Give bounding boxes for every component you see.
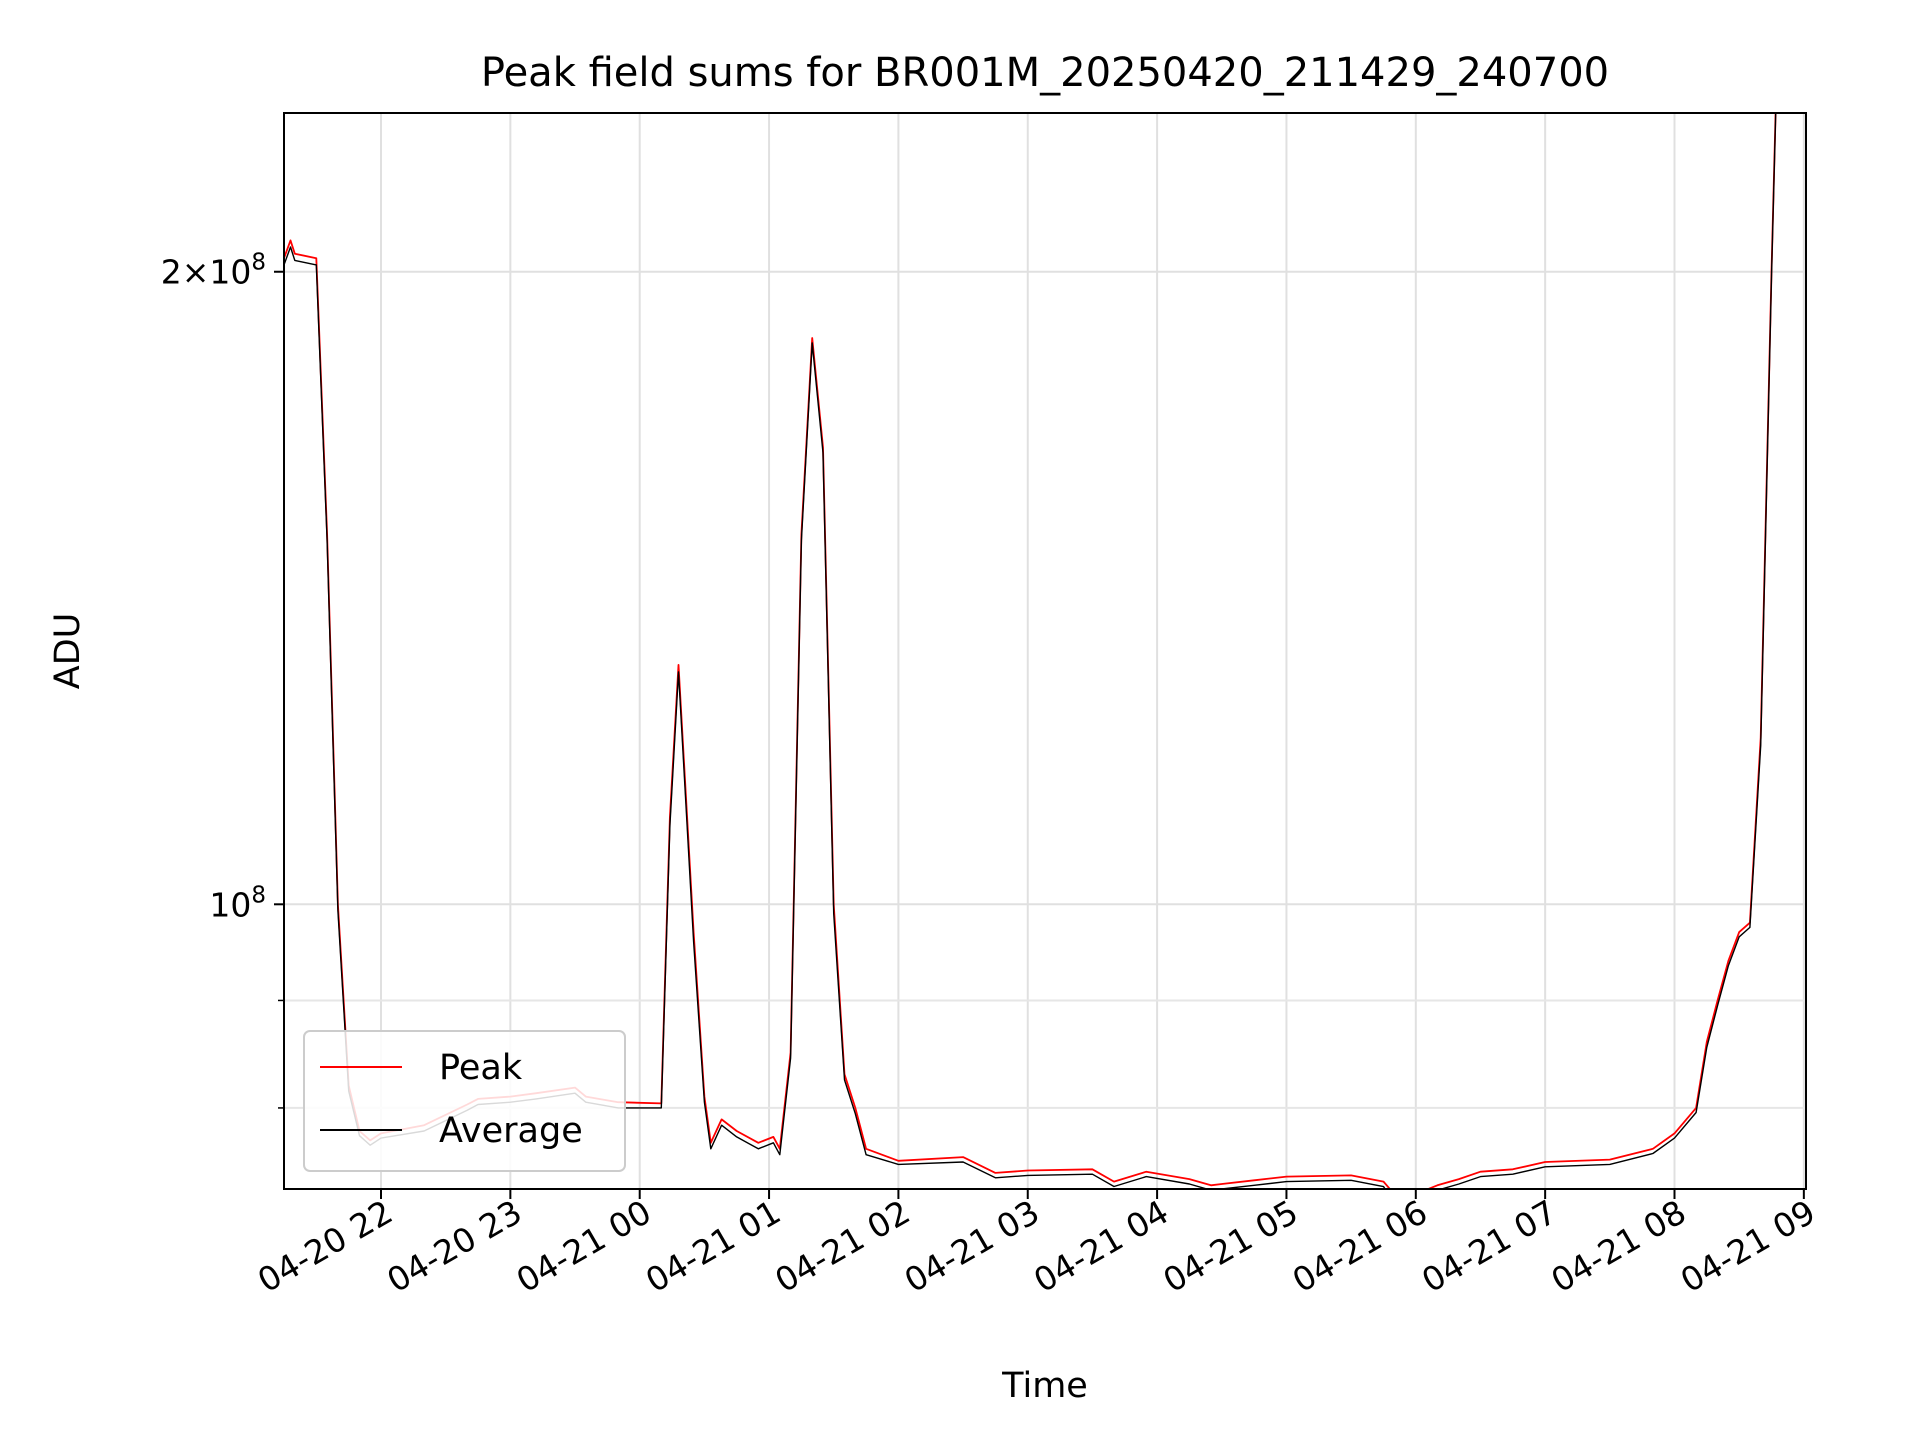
y-tick-label: 2×108 [161, 250, 266, 292]
chart-title: Peak field sums for BR001M_20250420_2114… [481, 50, 1609, 96]
y-tick-label: 108 [209, 882, 266, 924]
legend-label: Average [439, 1111, 583, 1151]
legend: Peak Average [303, 1030, 626, 1172]
grid-lines [284, 113, 1806, 1189]
y-axis: 108 2×108 [161, 250, 284, 1109]
legend-label: Peak [439, 1048, 523, 1088]
y-axis-label: ADU [48, 613, 88, 690]
plot-frame [283, 112, 1807, 1190]
x-axis-label: Time [1001, 1366, 1088, 1406]
